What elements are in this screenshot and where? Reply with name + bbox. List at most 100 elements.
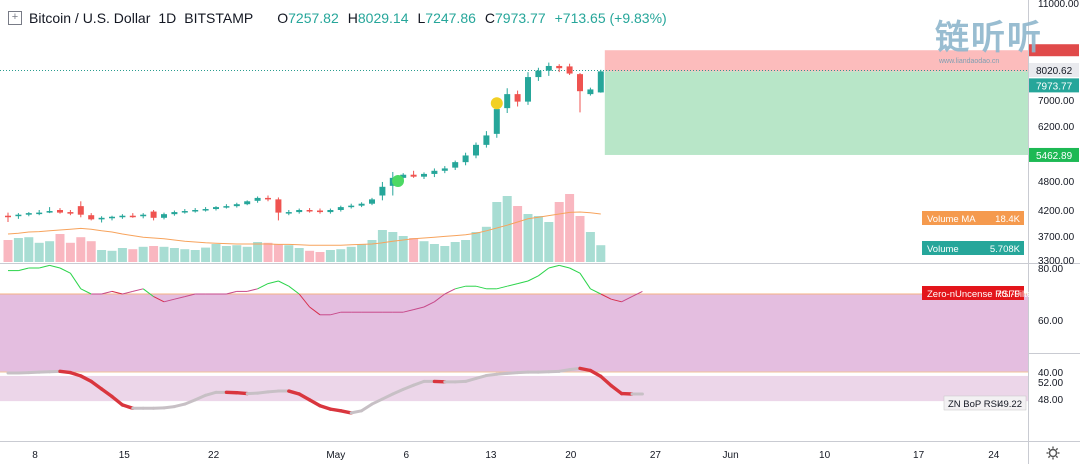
volume-bar [45, 241, 54, 262]
volume-bar [76, 237, 85, 262]
volume-bar [201, 248, 210, 262]
candle-body [99, 218, 105, 220]
volume-ma-tag-value: 18.4K [995, 214, 1020, 225]
signal-marker [491, 97, 503, 109]
candle-body [525, 77, 531, 102]
volume-bar [316, 252, 325, 262]
volume-ma-tag-label: Volume MA [927, 214, 976, 225]
volume-bar [326, 250, 335, 262]
volume-bar [24, 237, 33, 262]
price-tick-label: 6200.00 [1038, 122, 1075, 133]
bop-line-segment [268, 391, 278, 392]
volume-bar [451, 242, 460, 262]
volume-bar [97, 250, 106, 262]
symbol-header: + Bitcoin / U.S. Dollar 1D BITSTAMP O725… [8, 8, 667, 28]
candle-body [307, 210, 313, 212]
bop-tag-value: 49.22 [998, 399, 1022, 410]
watermark-text: 链听听 [935, 18, 1077, 58]
volume-bar [492, 202, 501, 262]
candle-body [161, 214, 167, 218]
candle-body [286, 212, 292, 214]
volume-bar [430, 244, 439, 262]
timeframe-label[interactable]: 1D [158, 10, 176, 26]
candle-body [587, 89, 593, 94]
candle-body [182, 211, 188, 213]
candle-body [494, 109, 500, 134]
bop-tick-label: 48.00 [1038, 395, 1063, 406]
volume-bar [160, 247, 169, 262]
candle-body [130, 216, 136, 218]
time-tick-label: 27 [650, 450, 662, 461]
low-readout: L7247.86 [417, 10, 475, 26]
volume-bar [544, 222, 553, 262]
candle-body [119, 216, 125, 218]
candle-body [26, 213, 32, 215]
time-tick-label: 15 [119, 450, 131, 461]
candle-body [36, 213, 42, 215]
candle-body [463, 155, 469, 162]
volume-bar [357, 244, 366, 262]
candle-body [67, 212, 73, 214]
volume-bar [180, 249, 189, 262]
candle-body [327, 210, 333, 212]
time-tick-label: 17 [913, 450, 925, 461]
symbol-name[interactable]: Bitcoin / U.S. Dollar [29, 10, 150, 26]
volume-bar [295, 248, 304, 262]
time-tick-label: 6 [404, 450, 410, 461]
volume-tag-label: Volume [927, 244, 959, 255]
volume-bar [576, 216, 585, 262]
candle-body [244, 201, 250, 204]
candle-body [265, 198, 271, 200]
volume-bar [284, 245, 293, 262]
candle-body [15, 215, 21, 217]
change-readout: +713.65 (+9.83%) [555, 10, 667, 26]
candle-body [213, 207, 219, 209]
volume-bar [534, 216, 543, 262]
candle-body [483, 135, 489, 144]
candle-body [223, 206, 229, 208]
candle-body [109, 217, 115, 219]
volume-bar [524, 214, 533, 262]
expand-icon[interactable]: + [8, 11, 22, 25]
candle-body [577, 74, 583, 91]
exchange-label: BITSTAMP [184, 10, 253, 26]
price-tick-label: 11000.00 [1038, 0, 1079, 10]
volume-bar [555, 202, 564, 262]
candle-body [369, 199, 375, 203]
volume-bar [347, 247, 356, 262]
candle-body [78, 206, 84, 215]
volume-bar [274, 244, 283, 262]
candle-body [411, 175, 417, 177]
volume-tag-value: 5.708K [990, 244, 1021, 255]
candle-body [192, 210, 198, 212]
volume-bar [14, 238, 23, 262]
time-tick-label: 20 [565, 450, 577, 461]
open-readout: O7257.82 [277, 10, 339, 26]
last-price-label: 7973.77 [1036, 81, 1073, 92]
candle-body [296, 210, 302, 212]
volume-bar [139, 247, 148, 262]
bop-line-segment [507, 373, 517, 374]
candle-body [203, 209, 209, 211]
candle-body [348, 206, 354, 208]
time-tick-label: 24 [988, 450, 1000, 461]
candle-body [556, 66, 562, 68]
candle-body [317, 211, 323, 213]
bop-line-segment [351, 411, 361, 413]
rsi-tag-value: 70.79 [996, 289, 1020, 300]
time-tick-label: Jun [723, 450, 739, 461]
bop-line-segment [497, 373, 507, 374]
candle-body [275, 199, 281, 212]
candle-body [234, 204, 240, 206]
volume-bar [461, 240, 470, 262]
bop-line-segment [341, 411, 351, 413]
stop-price-label: 5462.89 [1036, 151, 1073, 162]
watermark-logo: 链听听 www.liandaodao.cn [935, 18, 1077, 78]
candle-body [504, 94, 510, 108]
candle-body [140, 215, 146, 217]
candle-body [473, 145, 479, 156]
ohlc-readout: O7257.82 H8029.14 L7247.86 C7973.77 +713… [277, 10, 666, 26]
candle-body [598, 71, 604, 92]
